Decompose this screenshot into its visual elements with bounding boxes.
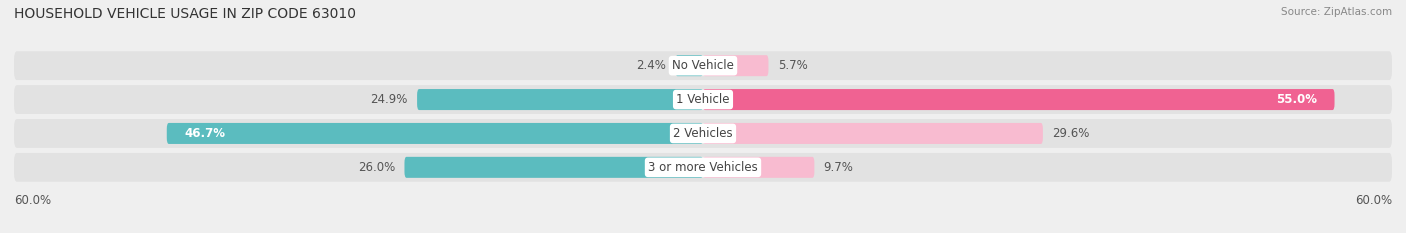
Text: 26.0%: 26.0% bbox=[359, 161, 395, 174]
FancyBboxPatch shape bbox=[703, 89, 1334, 110]
Text: 3 or more Vehicles: 3 or more Vehicles bbox=[648, 161, 758, 174]
FancyBboxPatch shape bbox=[703, 55, 769, 76]
FancyBboxPatch shape bbox=[14, 51, 1392, 80]
Text: No Vehicle: No Vehicle bbox=[672, 59, 734, 72]
Text: 1 Vehicle: 1 Vehicle bbox=[676, 93, 730, 106]
Text: 29.6%: 29.6% bbox=[1052, 127, 1090, 140]
FancyBboxPatch shape bbox=[14, 153, 1392, 182]
Text: 2 Vehicles: 2 Vehicles bbox=[673, 127, 733, 140]
FancyBboxPatch shape bbox=[703, 123, 1043, 144]
FancyBboxPatch shape bbox=[14, 85, 1392, 114]
FancyBboxPatch shape bbox=[405, 157, 703, 178]
FancyBboxPatch shape bbox=[675, 55, 703, 76]
Text: 9.7%: 9.7% bbox=[824, 161, 853, 174]
Text: 60.0%: 60.0% bbox=[1355, 194, 1392, 207]
FancyBboxPatch shape bbox=[14, 119, 1392, 148]
Text: 2.4%: 2.4% bbox=[637, 59, 666, 72]
FancyBboxPatch shape bbox=[418, 89, 703, 110]
FancyBboxPatch shape bbox=[167, 123, 703, 144]
Text: 46.7%: 46.7% bbox=[184, 127, 225, 140]
Text: 60.0%: 60.0% bbox=[14, 194, 51, 207]
Text: 24.9%: 24.9% bbox=[371, 93, 408, 106]
Text: 5.7%: 5.7% bbox=[778, 59, 807, 72]
Text: HOUSEHOLD VEHICLE USAGE IN ZIP CODE 63010: HOUSEHOLD VEHICLE USAGE IN ZIP CODE 6301… bbox=[14, 7, 356, 21]
FancyBboxPatch shape bbox=[703, 157, 814, 178]
Text: 55.0%: 55.0% bbox=[1277, 93, 1317, 106]
Text: Source: ZipAtlas.com: Source: ZipAtlas.com bbox=[1281, 7, 1392, 17]
